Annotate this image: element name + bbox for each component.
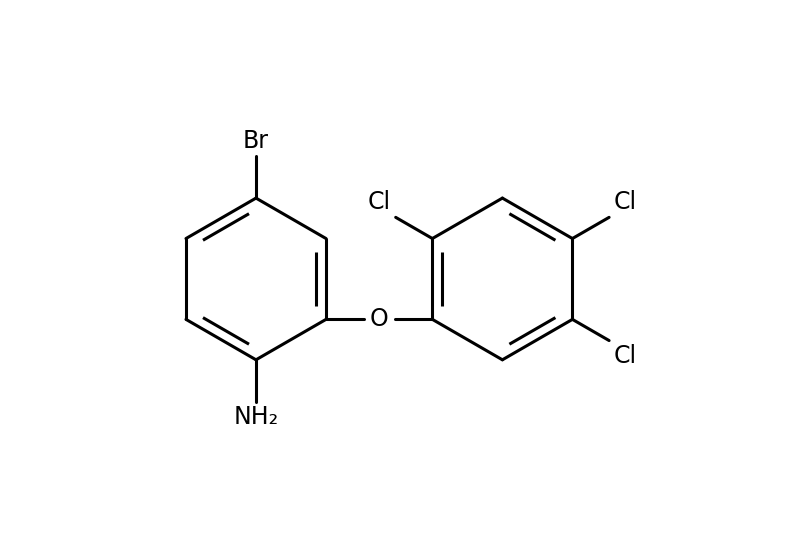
Text: Cl: Cl [368,190,391,214]
Text: O: O [370,307,389,332]
Text: Cl: Cl [614,190,637,214]
Text: Br: Br [243,129,269,153]
Text: Cl: Cl [614,344,637,367]
Text: NH₂: NH₂ [234,405,278,429]
